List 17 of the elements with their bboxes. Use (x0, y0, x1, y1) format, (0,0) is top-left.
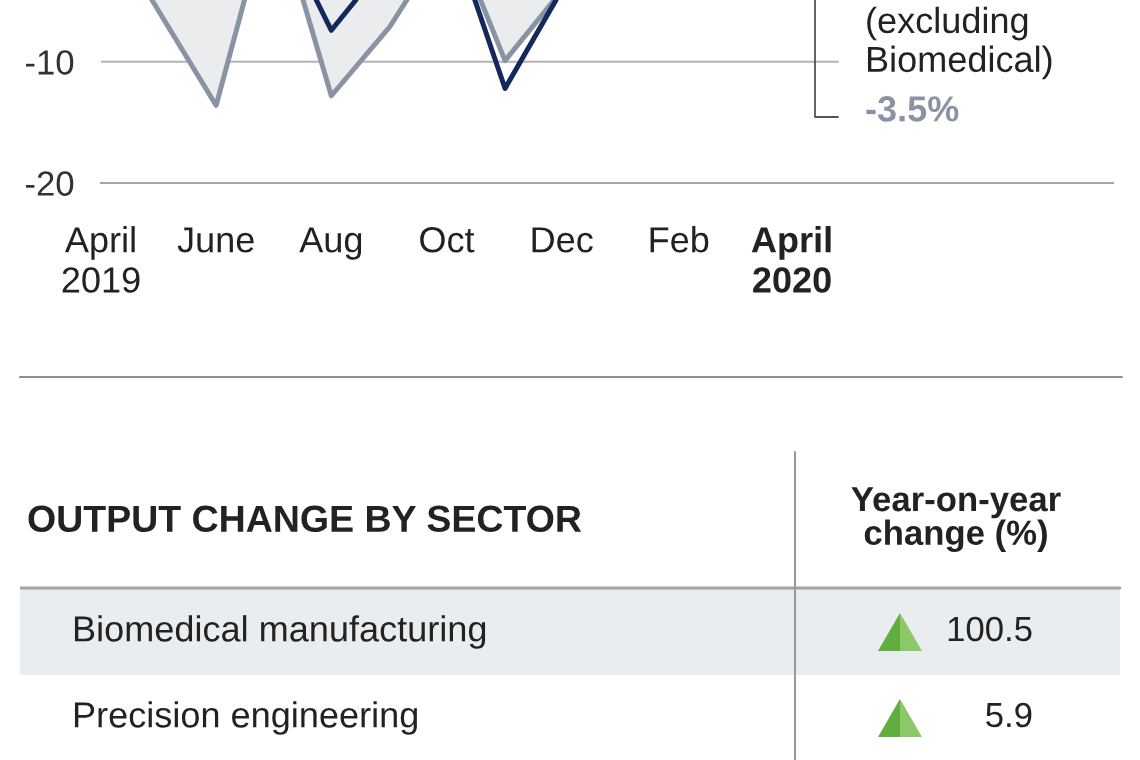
x-tick-label: Oct (420, 227, 475, 253)
text: Year-on-year change (%) (851, 487, 1061, 553)
text: OUTPUT CHANGE BY SECTOR (28, 505, 582, 533)
x-tick-label: Feb (650, 226, 709, 253)
y-tick-label: -10 (25, 50, 74, 75)
x-tick-label: April 2020 (751, 226, 831, 293)
data-label: 5.9 (986, 702, 1032, 728)
x-tick-label: June (177, 227, 254, 253)
x-tick-label: April 2019 (62, 226, 140, 293)
annotation: (excluding Biomedical) (867, 6, 1052, 80)
data-label: 100.5 (948, 616, 1032, 642)
annotation: -3.5% (866, 96, 959, 122)
y-tick-label: -20 (25, 171, 74, 196)
category-label: Precision engineering (74, 701, 417, 735)
category-label: Biomedical manufacturing (74, 615, 486, 649)
x-tick-label: Dec (532, 227, 593, 253)
x-tick-label: Aug (299, 227, 362, 260)
